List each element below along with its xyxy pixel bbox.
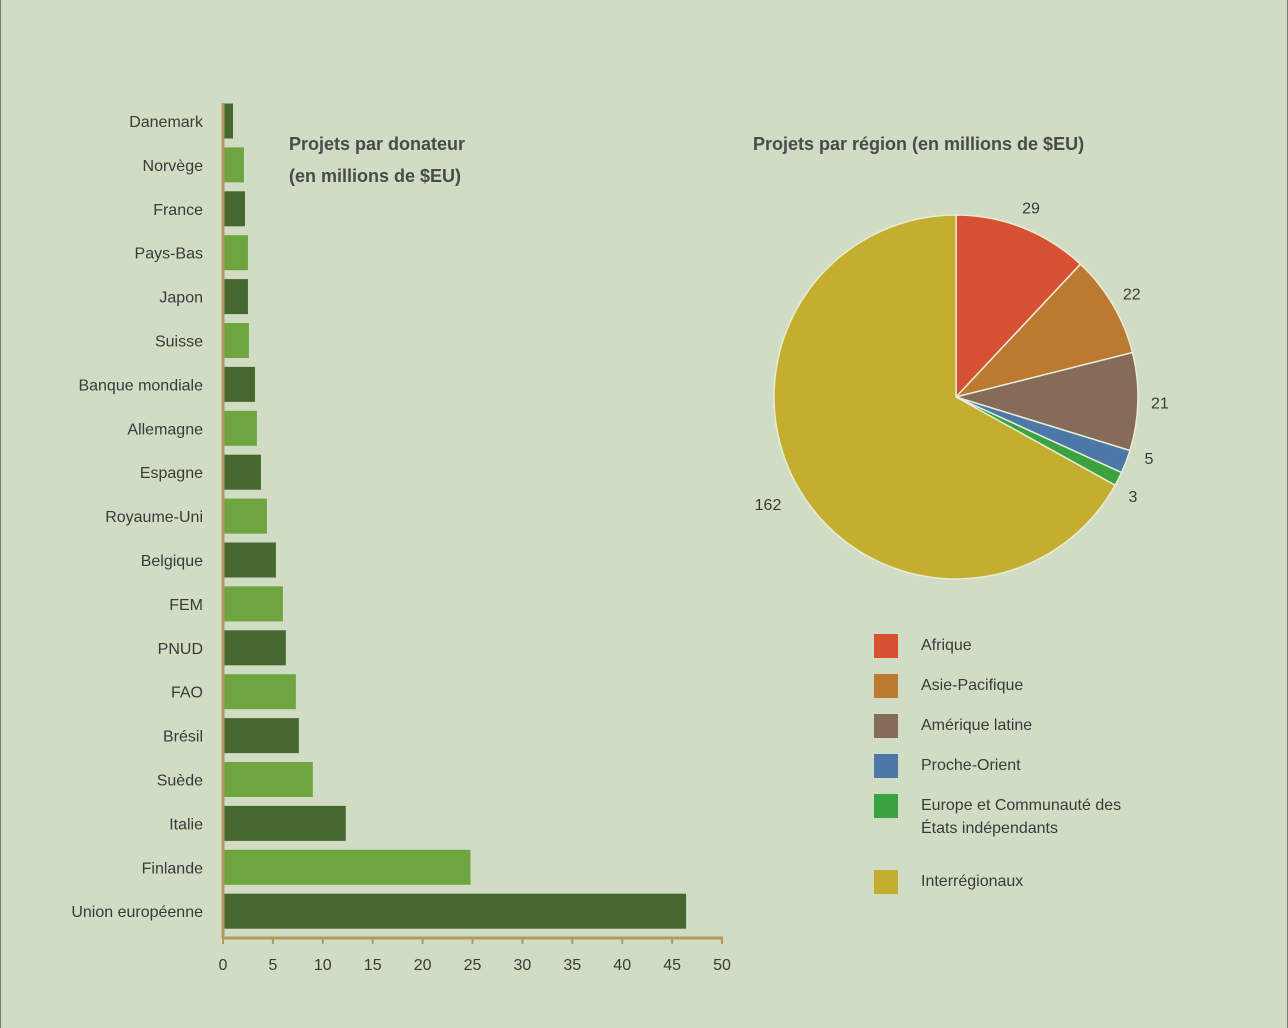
bar-belgique: [224, 542, 276, 578]
legend-label: Europe et Communauté des États indépenda…: [921, 797, 1122, 837]
bar-union-européenne: [224, 893, 687, 929]
x-tick-label: 30: [514, 957, 532, 974]
x-tick-label: 40: [613, 957, 631, 974]
category-label: Espagne: [140, 465, 203, 482]
category-label: Suède: [157, 773, 203, 790]
x-tick-label: 25: [464, 957, 482, 974]
category-label: Suisse: [155, 334, 203, 351]
legend-label: Asie-Pacifique: [921, 677, 1024, 694]
bar-suisse: [224, 323, 249, 358]
category-label: Belgique: [141, 553, 203, 570]
category-label: FAO: [171, 685, 203, 702]
x-tick-label: 10: [314, 957, 332, 974]
bar-suède: [224, 762, 313, 797]
legend-swatch: [874, 634, 898, 658]
category-label: Allemagne: [127, 421, 203, 438]
x-tick-label: 20: [414, 957, 432, 974]
legend-swatch: [874, 714, 898, 738]
legend-label: Interrégionaux: [921, 873, 1024, 890]
slice-value-label: 162: [755, 497, 782, 514]
bar-fao: [224, 674, 296, 710]
bar-fem: [224, 586, 283, 622]
bar-brésil: [224, 718, 299, 754]
x-tick-label: 0: [219, 957, 228, 974]
legend-label: Proche-Orient: [921, 757, 1021, 774]
category-label: Brésil: [163, 729, 203, 746]
category-label: France: [153, 202, 203, 219]
pie-slice-1: [955, 214, 1082, 399]
slice-value-label: 5: [1145, 451, 1154, 468]
bar-pays-bas: [224, 235, 248, 271]
legend-swatch: [874, 870, 898, 894]
slice-value-label: 21: [1151, 395, 1169, 412]
legend-swatch: [874, 794, 898, 818]
bar-finlande: [224, 849, 471, 885]
legend-swatch: [874, 754, 898, 778]
category-label: Pays-Bas: [135, 246, 203, 263]
pie-slice-3: [953, 351, 1139, 452]
slice-value-label: 22: [1123, 286, 1141, 303]
x-tick-label: 50: [713, 957, 731, 974]
pie-slice-6: [773, 214, 1117, 580]
bar-norvège: [224, 147, 244, 183]
bar-royaume-uni: [224, 498, 267, 534]
category-label: Japon: [159, 290, 203, 307]
category-label: Norvège: [143, 158, 204, 175]
category-label: Royaume-Uni: [105, 509, 203, 526]
x-tick-label: 45: [663, 957, 681, 974]
x-tick-label: 5: [268, 957, 277, 974]
x-tick-label: 35: [563, 957, 581, 974]
legend-swatch: [874, 674, 898, 698]
slice-value-label: 3: [1129, 489, 1138, 506]
category-label: PNUD: [158, 641, 203, 658]
bar-espagne: [224, 454, 261, 490]
category-label: Union européenne: [71, 904, 203, 921]
legend-label: Amérique latine: [921, 717, 1033, 734]
bar-france: [224, 191, 245, 227]
x-tick-label: 15: [364, 957, 382, 974]
category-label: Italie: [169, 816, 203, 833]
slice-value-label: 29: [1022, 200, 1040, 217]
category-label: Danemark: [129, 114, 204, 131]
bar-danemark: [224, 103, 233, 139]
legend-label: Afrique: [921, 637, 972, 654]
pie-chart-title: Projets par région (en millions de $EU): [753, 134, 1085, 154]
bar-pnud: [224, 630, 286, 666]
pie-slice-2: [953, 263, 1134, 399]
bar-chart-title: Projets par donateur (en millions de $EU…: [289, 134, 466, 186]
bar-italie: [224, 805, 346, 841]
category-label: Finlande: [142, 860, 203, 877]
bar-japon: [224, 279, 248, 315]
category-label: Banque mondiale: [78, 377, 203, 394]
bar-banque-mondiale: [224, 366, 255, 402]
bar-allemagne: [224, 410, 257, 446]
category-label: FEM: [169, 597, 203, 614]
